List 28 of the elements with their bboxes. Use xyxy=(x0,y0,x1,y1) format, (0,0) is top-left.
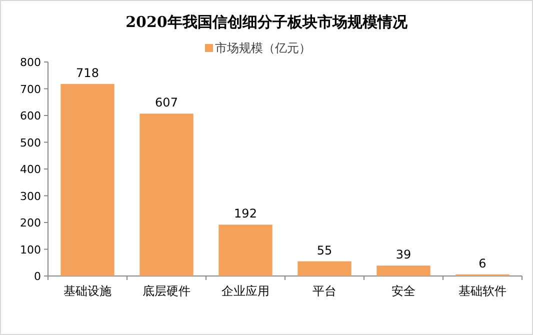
x-tick-label: 底层硬件 xyxy=(142,284,190,298)
y-tick-label: 0 xyxy=(34,270,41,283)
data-label: 718 xyxy=(76,66,99,80)
y-tick-label: 100 xyxy=(20,243,41,256)
data-label: 55 xyxy=(316,243,332,258)
y-tick-label: 200 xyxy=(20,216,41,230)
bar xyxy=(60,84,114,276)
data-label: 192 xyxy=(234,206,257,221)
x-tick-label: 平台 xyxy=(312,284,336,298)
y-tick-label: 700 xyxy=(20,82,41,96)
y-tick-label: 400 xyxy=(20,163,41,176)
data-label: 39 xyxy=(396,248,412,262)
x-tick-label: 基础设施 xyxy=(64,284,112,298)
y-tick-label: 300 xyxy=(20,190,41,203)
data-label: 6 xyxy=(478,256,486,270)
chart-title: 2020年我国信创细分子板块市场规模情况 xyxy=(126,13,408,31)
y-tick-label: 800 xyxy=(20,56,41,69)
bar xyxy=(298,261,352,276)
bar xyxy=(376,266,430,276)
y-tick-label: 600 xyxy=(20,110,41,122)
data-label: 607 xyxy=(155,96,178,110)
bar xyxy=(140,114,194,276)
bar xyxy=(218,224,272,276)
x-tick-label: 企业应用 xyxy=(222,284,270,298)
legend: 市场规模（亿元） xyxy=(205,41,311,55)
y-tick-label: 500 xyxy=(20,136,41,150)
x-tick-label: 安全 xyxy=(392,284,416,298)
x-tick-label: 基础软件 xyxy=(458,284,506,298)
